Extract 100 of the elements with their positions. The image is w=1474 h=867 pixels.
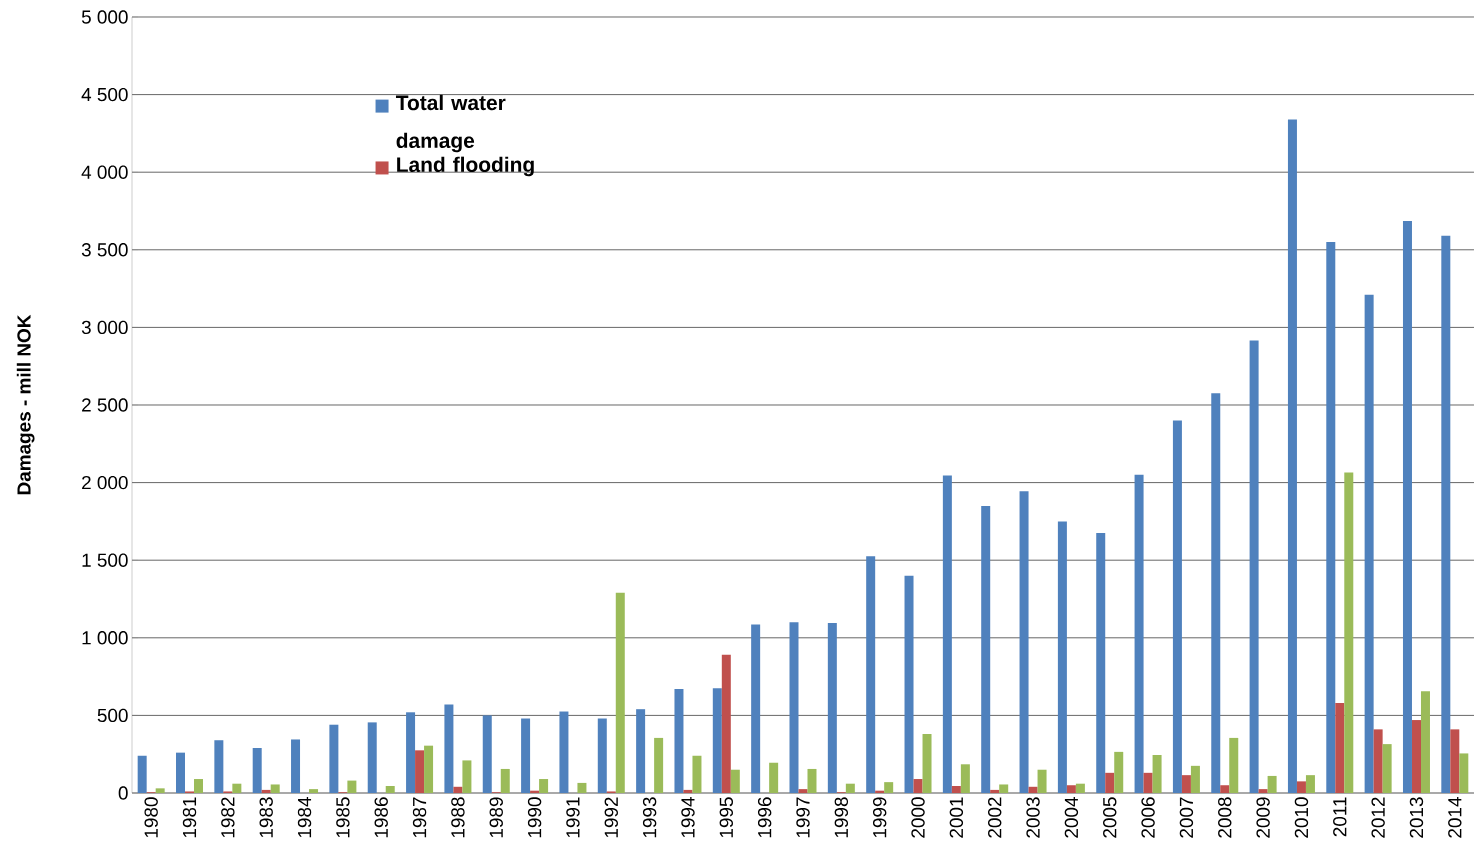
bar: [1028, 786, 1038, 793]
bar: [194, 779, 204, 793]
bar: [155, 788, 165, 793]
y-tick-label: 5 000: [81, 10, 128, 24]
bar: [904, 575, 914, 793]
bar: [329, 724, 339, 793]
x-tick-label: 2012: [1371, 797, 1385, 838]
bar: [751, 624, 761, 793]
bar: [1114, 751, 1124, 793]
bar: [990, 789, 1000, 793]
bar: [674, 689, 684, 793]
bar: [981, 505, 991, 793]
bar: [482, 715, 492, 793]
bar: [1143, 772, 1153, 793]
legend-label: Land flooding: [397, 156, 534, 177]
bar: [261, 789, 271, 793]
x-tick-label: 2005: [1103, 797, 1117, 838]
x-tick-label: 2011: [1333, 797, 1347, 837]
bar: [406, 712, 416, 793]
x-tick-label: 2010: [1294, 797, 1309, 838]
bar: [1267, 775, 1277, 793]
legend-label: Total water damage: [395, 94, 506, 153]
bar: [1382, 744, 1392, 793]
bar: [1172, 420, 1182, 793]
y-tick-label: 3 000: [81, 320, 128, 335]
bar: [692, 755, 702, 793]
bar: [1134, 474, 1144, 793]
bar: [1019, 491, 1029, 793]
x-tick-label: 2006: [1141, 797, 1155, 838]
x-tick-label: 2014: [1448, 797, 1462, 838]
y-tick-label: 500: [97, 708, 128, 723]
bar: [1096, 533, 1106, 793]
bar: [559, 711, 569, 793]
x-tick-label: 1981: [182, 797, 197, 838]
x-tick-label: 2013: [1409, 797, 1424, 838]
bar: [712, 688, 722, 793]
x-tick-label: 2003: [1026, 797, 1040, 838]
bar: [270, 784, 280, 793]
x-tick-label: 1983: [259, 797, 273, 838]
bar: [1373, 729, 1383, 793]
y-axis-title: Damages - mill NOK: [16, 314, 35, 495]
x-tick-label: 1984: [297, 797, 312, 838]
bar: [721, 654, 731, 793]
x-tick-label: 2009: [1256, 797, 1270, 838]
x-tick-label: 1992: [604, 797, 618, 838]
bar: [807, 768, 817, 793]
x-tick-label: 1980: [144, 797, 158, 838]
bar: [367, 722, 377, 793]
bar: [769, 762, 779, 793]
x-tick-label: 1982: [221, 797, 235, 838]
x-tick-label: 2008: [1218, 797, 1232, 838]
bar: [521, 718, 531, 793]
y-tick-label: 2 500: [82, 398, 128, 412]
bar: [683, 789, 693, 793]
bar: [214, 740, 224, 793]
bar: [1441, 235, 1451, 793]
bar: [922, 734, 932, 793]
bar: [291, 739, 301, 793]
x-tick-label: 1986: [374, 797, 388, 838]
bar: [789, 622, 799, 793]
bar: [999, 784, 1009, 793]
bar: [232, 783, 242, 793]
bar: [1326, 242, 1336, 793]
bar: [1344, 472, 1354, 793]
y-tick-label: 3 500: [81, 243, 128, 257]
bar: [453, 786, 463, 793]
bar: [1220, 785, 1230, 793]
bar: [654, 737, 664, 793]
bar: [1249, 340, 1259, 793]
x-tick-label: 2001: [949, 797, 964, 838]
bar: [500, 768, 510, 793]
bar: [1402, 221, 1412, 793]
x-tick-label: 1995: [719, 797, 734, 838]
x-tick-label: 2002: [988, 797, 1002, 838]
bar: [252, 747, 262, 793]
bar: [539, 779, 549, 793]
y-tick-label: 4 000: [81, 165, 128, 179]
x-tick-label: 2007: [1179, 797, 1194, 838]
bar: [1287, 119, 1297, 793]
x-tick-label: 1991: [566, 797, 580, 838]
bar: [1181, 775, 1191, 793]
bar: [951, 786, 961, 793]
bar: [597, 718, 607, 793]
bar: [1258, 789, 1268, 793]
x-tick-label: 1990: [527, 797, 542, 838]
y-tick-label: 0: [118, 786, 128, 800]
bar: [1075, 783, 1085, 793]
x-tick-label: 1998: [834, 797, 849, 838]
bar: [176, 752, 186, 793]
x-tick-label: 1999: [872, 797, 887, 838]
x-tick-label: 1985: [336, 797, 350, 838]
x-tick-label: 2004: [1064, 797, 1079, 838]
bar: [827, 623, 837, 793]
y-tick-label: 1 500: [82, 553, 128, 567]
bar: [798, 789, 808, 793]
bar: [347, 780, 357, 793]
bar: [444, 704, 454, 793]
bar: [960, 764, 970, 793]
bar: [1190, 765, 1200, 793]
bar: [137, 755, 147, 793]
